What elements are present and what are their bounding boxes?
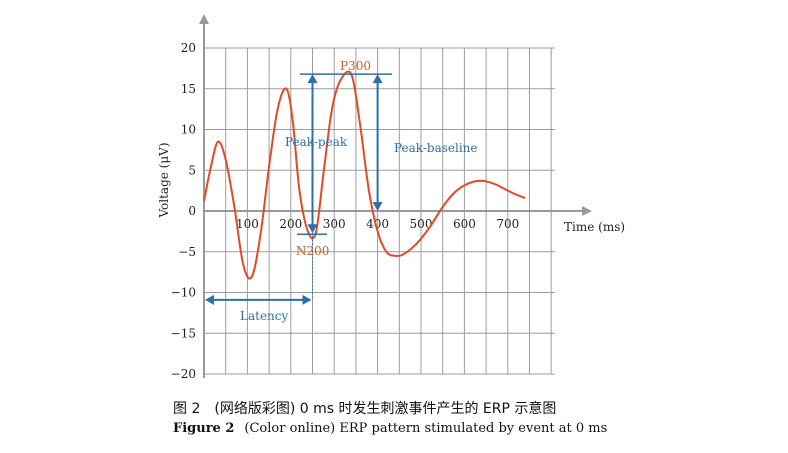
erp-chart: 20 15 10 5 0 −5 −10 −15 −20 100 200 300 400 500 600 700… <box>157 14 625 381</box>
y-axis-arrowhead <box>199 14 209 24</box>
x-tick-label: 600 <box>453 217 476 231</box>
peak-peak-arrowhead-bottom <box>307 224 318 234</box>
x-tick-label: 400 <box>366 217 389 231</box>
series-curves <box>203 70 526 280</box>
y-tick-label: −20 <box>171 367 196 381</box>
y-tick-label: 10 <box>181 123 196 137</box>
y-tick-label: 15 <box>181 82 196 96</box>
x-axis-arrowhead <box>582 206 592 216</box>
x-tick-label: 100 <box>236 217 259 231</box>
x-tick-label: 500 <box>410 217 433 231</box>
x-axis-label: Time (ms) <box>564 220 625 234</box>
y-tick-label: −10 <box>171 286 196 300</box>
x-tick-label: 200 <box>279 217 302 231</box>
caption-chinese: 图 2 (网络版彩图) 0 ms 时发生刺激事件产生的 ERP 示意图 <box>173 401 557 417</box>
y-tick-label: −15 <box>171 326 196 340</box>
n200-label: N200 <box>296 244 329 258</box>
x-tick-label: 700 <box>496 217 519 231</box>
peak-peak-arrowhead-top <box>307 74 318 84</box>
p300-label: P300 <box>340 59 371 73</box>
caption-figure-label: Figure 2 <box>173 421 235 436</box>
caption-english: Figure 2 (Color online) ERP pattern stimu… <box>173 421 607 436</box>
y-tick-label: 5 <box>188 163 196 177</box>
peak-peak-label: Peak-peak <box>285 135 348 149</box>
y-axis-label: Voltage (μV) <box>157 142 171 218</box>
caption-english-text: (Color online) ERP pattern stimulated by… <box>244 421 608 436</box>
erp-curve <box>203 70 526 280</box>
axes <box>199 14 592 378</box>
latency-label: Latency <box>240 309 288 323</box>
x-tick-label: 300 <box>323 217 346 231</box>
y-tick-label: 20 <box>181 41 196 55</box>
tick-labels: 20 15 10 5 0 −5 −10 −15 −20 100 200 300 400 500 600 700 <box>171 41 520 381</box>
latency-arrowhead-right <box>302 294 312 305</box>
peak-baseline-arrowhead-top <box>372 74 383 84</box>
y-tick-label: 0 <box>188 204 196 218</box>
peak-baseline-label: Peak-baseline <box>394 141 478 155</box>
y-tick-label: −5 <box>178 245 196 259</box>
annotations: P300 N200 Peak-peak Peak-baseline Latency <box>205 59 478 323</box>
latency-arrowhead-left <box>205 294 214 305</box>
peak-baseline-arrowhead-bottom <box>372 202 383 211</box>
